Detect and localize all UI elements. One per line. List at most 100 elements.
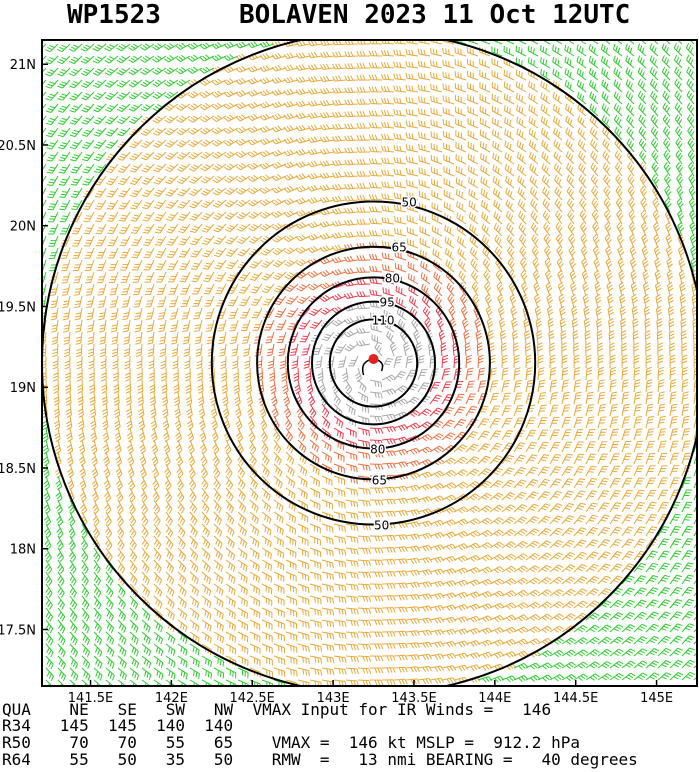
wind-barb (613, 114, 623, 129)
wind-barb (332, 75, 347, 82)
wind-barb (200, 187, 215, 196)
wind-barb (331, 159, 347, 166)
wind-barb (271, 149, 287, 157)
wind-barb (95, 211, 107, 223)
wind-barb (152, 127, 167, 136)
wind-barb (356, 195, 371, 201)
wind-barb (455, 106, 467, 117)
wind-barb (492, 164, 503, 177)
wind-barb (69, 91, 83, 101)
wind-barb (319, 172, 335, 179)
wind-barb (106, 199, 119, 210)
wind-barb (529, 151, 539, 165)
wind-barb (117, 127, 131, 137)
wind-barb (637, 67, 647, 81)
wind-barb (503, 93, 515, 105)
wind-barb (116, 55, 131, 64)
wind-barb (69, 115, 83, 125)
wind-barb (92, 67, 107, 76)
wind-barb (70, 175, 83, 186)
wind-barb (661, 55, 671, 69)
wind-barb (417, 108, 431, 117)
wind-barb (430, 60, 443, 69)
contour-label-top-95: 95 (379, 296, 394, 310)
wind-barb (431, 178, 443, 189)
wind-barb (142, 199, 155, 210)
wind-barb (467, 94, 479, 105)
wind-barb (247, 113, 263, 121)
wind-barb (454, 83, 467, 93)
wind-barb (528, 104, 539, 117)
wind-barb (283, 76, 299, 84)
wind-barb (417, 72, 431, 81)
wind-barb (577, 115, 587, 129)
wind-barb (105, 127, 119, 137)
wind-barb (578, 186, 587, 201)
wind-barb (165, 211, 179, 222)
wind-barb (82, 151, 95, 162)
wind-barb (332, 135, 347, 142)
wind-barb (344, 75, 359, 82)
wind-barb (468, 176, 479, 189)
wind-barb (600, 55, 611, 69)
wind-barb (295, 88, 311, 95)
wind-barb (356, 182, 371, 189)
wind-barb (615, 186, 623, 201)
wind-barb (602, 138, 611, 153)
wind-barb (153, 199, 167, 210)
wind-barb (153, 187, 167, 197)
wind-barb (527, 57, 539, 69)
wind-barb (283, 185, 299, 193)
wind-barb (152, 139, 167, 148)
wind-barb (259, 89, 275, 97)
wind-barb (247, 162, 263, 170)
wind-barb (307, 184, 323, 192)
wind-barb (200, 127, 215, 135)
wind-barb (430, 143, 443, 153)
wind-barb (552, 44, 563, 57)
wind-barb (283, 161, 299, 169)
wind-barb (283, 112, 299, 120)
wind-barb (164, 91, 179, 99)
wind-barb (686, 54, 695, 69)
wind-barb (418, 143, 431, 153)
wind-barb (320, 51, 335, 58)
wind-barb (235, 138, 251, 146)
wind-barb (57, 79, 71, 89)
wind-barb (260, 211, 275, 219)
wind-barb (212, 187, 227, 196)
wind-barb (199, 42, 215, 50)
wind-barb (307, 136, 323, 143)
wind-barb (601, 91, 611, 105)
wind-barb (93, 151, 107, 162)
wind-barb (541, 175, 551, 189)
wind-barb (332, 99, 347, 106)
wind-barb (516, 151, 527, 165)
lat-tick-label: 19.5N (0, 301, 36, 316)
wind-barb (405, 84, 419, 93)
wind-barb (626, 126, 635, 141)
wind-barb (152, 43, 167, 51)
wind-barb (105, 163, 119, 174)
wind-barb (381, 145, 395, 153)
wind-barb (649, 55, 659, 69)
wind-barb (106, 175, 119, 186)
wind-barb (295, 197, 311, 205)
wind-barb (188, 115, 203, 123)
wind-barb (176, 103, 191, 111)
wind-barb (614, 162, 623, 177)
wind-barb (57, 91, 71, 101)
wind-barb (271, 210, 287, 218)
wind-barb (81, 103, 95, 113)
wind-barb (295, 40, 311, 47)
wind-barb (356, 122, 371, 129)
wind-barb (638, 138, 647, 153)
wind-barb (467, 82, 479, 93)
wind-barb (164, 115, 179, 124)
info-row-r34: R34 145 145 140 140 (2, 716, 234, 735)
wind-barb (307, 100, 323, 107)
wind-barb (674, 90, 683, 105)
wind-barb (59, 211, 71, 223)
wind-barb (405, 156, 419, 165)
wind-barb (393, 192, 407, 201)
